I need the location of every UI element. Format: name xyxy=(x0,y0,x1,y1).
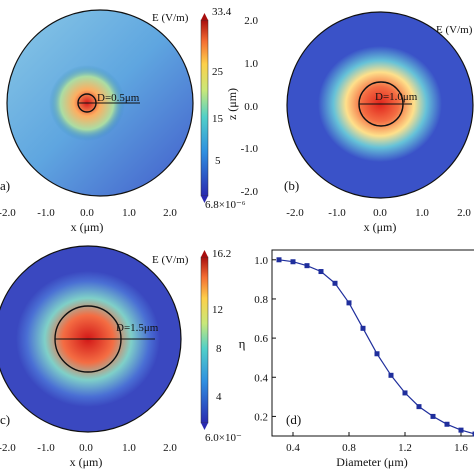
panel-c-colorbar-bottom-arrow xyxy=(201,423,208,430)
panel-c-boundary xyxy=(0,245,182,433)
panel-b: E (V/m) D=1.0μm (b) 2.0 1.0 0.0 -1.0 -2.… xyxy=(225,11,474,234)
panel-d-data-point xyxy=(430,413,436,419)
panel-d-data-point xyxy=(290,259,296,265)
panel-d-x-tick-label: 1.6 xyxy=(454,442,468,454)
panel-d-letter: (d) xyxy=(286,412,301,427)
panel-c-cb-tick: 4 xyxy=(216,391,222,403)
panel-c: E (V/m) D=1.5μm c) 16.2 12 8 4 6.0×10⁻ -… xyxy=(0,245,242,469)
panel-a-colorbar xyxy=(200,19,209,197)
panel-c-x-tick: 0.0 xyxy=(79,442,93,454)
panel-d-y-label: η xyxy=(239,336,246,351)
panel-c-legend-title: E (V/m) xyxy=(152,254,189,266)
panel-b-x-tick: 1.0 xyxy=(415,207,429,219)
panel-c-x-label: x (μm) xyxy=(70,455,103,469)
panel-d-x-tick-label: 0.8 xyxy=(342,442,356,454)
panel-b-x-label: x (μm) xyxy=(364,220,397,234)
panel-c-annotation: D=1.5μm xyxy=(116,322,159,334)
panel-d-data-point xyxy=(346,300,352,306)
panel-b-annotation: D=1.0μm xyxy=(375,91,418,103)
panel-c-x-tick: -1.0 xyxy=(37,442,55,454)
panel-d-x-tick-label: 1.2 xyxy=(398,442,412,454)
panel-d-y-tick-label: 0.6 xyxy=(254,333,268,345)
panel-c-cb-tick: 12 xyxy=(212,304,223,316)
panel-a-letter: a) xyxy=(0,178,10,193)
panel-b-letter: (b) xyxy=(284,178,299,193)
panel-d-x-ticks: 0.4 0.8 1.2 1.6 xyxy=(286,432,468,454)
panel-b-y-label: z (μm) xyxy=(225,88,239,120)
panel-a-x-tick: -1.0 xyxy=(37,207,55,219)
panel-d-y-tick-label: 0.8 xyxy=(254,294,268,306)
panel-b-y-tick: 0.0 xyxy=(244,101,258,113)
panel-b-boundary xyxy=(286,11,474,199)
panel-b-legend-title: E (V/m) xyxy=(436,24,473,36)
panel-d-series-points xyxy=(276,257,474,437)
panel-d-x-label: Diameter (μm) xyxy=(336,455,407,469)
panel-d-data-point xyxy=(374,351,380,357)
panel-d-frame xyxy=(271,249,474,437)
panel-d-data-point xyxy=(472,431,474,437)
panel-a: D=0.5μm a) E (V/m) 33.4 25 15 5 6.8×10⁻⁶… xyxy=(0,6,246,234)
panel-d-data-point xyxy=(304,263,310,269)
panel-a-boundary xyxy=(6,9,194,197)
panel-b-x-tick: -2.0 xyxy=(286,207,304,219)
panel-b-y-tick: 1.0 xyxy=(244,58,258,70)
panel-a-cb-tick: 5 xyxy=(215,155,221,167)
panel-c-cb-min: 6.0×10⁻ xyxy=(205,432,242,444)
panel-d-data-point xyxy=(458,427,464,433)
panel-a-annotation: D=0.5μm xyxy=(97,92,140,104)
panel-c-letter: c) xyxy=(0,412,10,427)
panel-a-x-tick: -2.0 xyxy=(0,207,16,219)
panel-a-cb-tick: 15 xyxy=(212,113,224,125)
panel-d-data-point xyxy=(388,372,394,378)
panel-d-y-ticks: 0.2 0.4 0.6 0.8 1.0 xyxy=(254,255,276,423)
panel-c-colorbar xyxy=(200,256,209,424)
panel-d-x-tick-label: 0.4 xyxy=(286,442,300,454)
panel-a-cb-tick: 25 xyxy=(212,66,224,78)
panel-a-x-label: x (μm) xyxy=(71,220,104,234)
panel-a-x-tick: 2.0 xyxy=(163,207,177,219)
panel-c-colorbar-top-arrow xyxy=(201,250,208,257)
panel-c-x-tick: 2.0 xyxy=(163,442,177,454)
panel-a-legend-title: E (V/m) xyxy=(152,12,189,24)
panel-d-y-tick-label: 1.0 xyxy=(254,255,268,267)
panel-c-cb-tick: 8 xyxy=(216,343,222,355)
panel-d-data-point xyxy=(276,257,282,263)
panel-b-x-tick: 2.0 xyxy=(457,207,471,219)
panel-b-x-tick: 0.0 xyxy=(373,207,387,219)
panel-b-y-tick: -2.0 xyxy=(241,186,259,198)
panel-d-data-point xyxy=(318,269,324,275)
panel-d-data-point xyxy=(444,421,450,427)
panel-a-colorbar-bottom-arrow xyxy=(201,196,208,203)
panel-a-x-tick: 0.0 xyxy=(80,207,94,219)
panel-a-x-tick: 1.0 xyxy=(122,207,136,219)
panel-d-data-point xyxy=(416,404,422,410)
panel-d: η Diameter (μm) (d) 0.20.40.60.81.0 0.4 0… xyxy=(239,249,474,469)
panel-b-x-tick: -1.0 xyxy=(328,207,346,219)
panel-c-cb-max: 16.2 xyxy=(212,248,231,260)
panel-b-y-tick: -1.0 xyxy=(241,143,259,155)
panel-d-data-point xyxy=(332,280,338,286)
panel-a-cb-max: 33.4 xyxy=(212,6,232,18)
panel-d-series-line xyxy=(278,259,474,435)
panel-d-y-tick-label: 0.2 xyxy=(254,411,268,423)
panel-d-y-tick-label: 0.4 xyxy=(254,372,268,384)
panel-d-data-point xyxy=(360,325,366,331)
panel-b-y-tick: 2.0 xyxy=(244,15,258,27)
panel-a-colorbar-top-arrow xyxy=(201,13,208,20)
panel-c-x-tick: 1.0 xyxy=(122,442,136,454)
panel-d-data-point xyxy=(402,390,408,396)
panel-c-x-tick: -2.0 xyxy=(0,442,16,454)
panel-a-cb-min: 6.8×10⁻⁶ xyxy=(205,199,246,211)
